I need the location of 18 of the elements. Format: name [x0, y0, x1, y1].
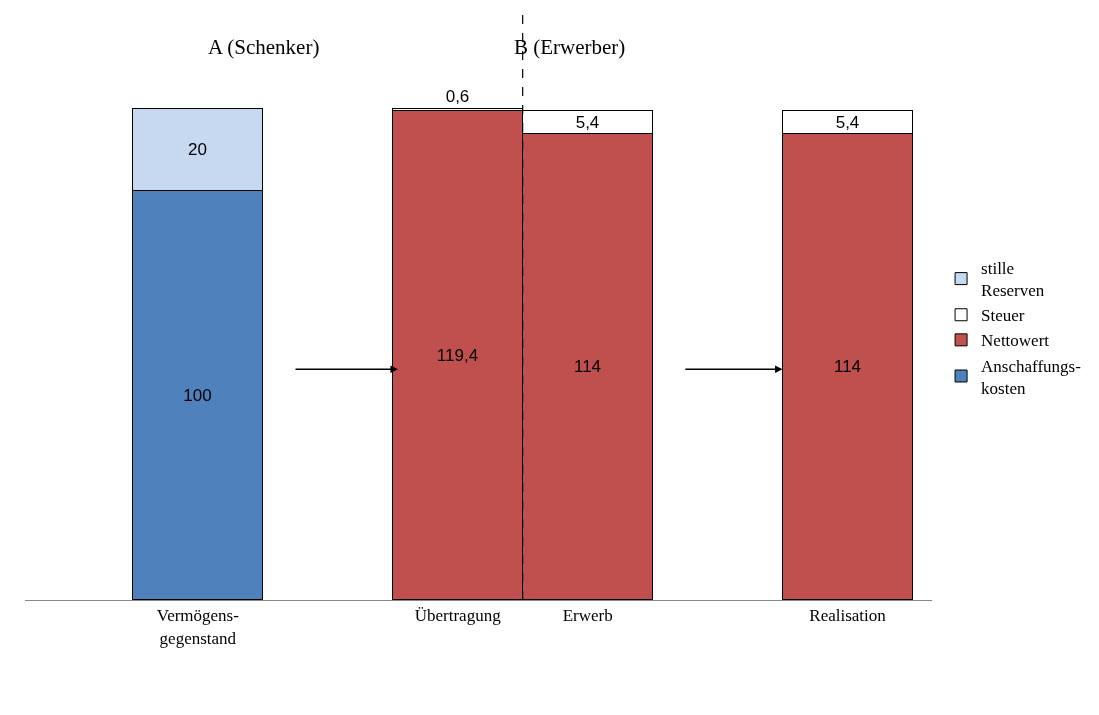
data-label: 20 [188, 140, 207, 159]
legend-label: stille Reserven [981, 259, 1045, 301]
data-label: 5,4 [575, 112, 600, 132]
x-tick-label: Übertragung [414, 606, 502, 626]
data-label: 114 [833, 357, 862, 376]
data-label: 0,6 [445, 86, 470, 106]
data-label: 119,4 [436, 345, 479, 365]
legend-label: Steuer [981, 306, 1025, 326]
data-label: 5,4 [835, 112, 860, 132]
text: A (Schenker) [208, 35, 320, 59]
x-tick-label: Vermögens- gegenstand [156, 606, 240, 648]
data-label: 114 [573, 357, 602, 376]
x-tick-label: Realisation [809, 606, 887, 626]
legend-label: Anschaffungs- kosten [981, 356, 1082, 398]
text: B (Erwerber) [514, 35, 626, 59]
x-tick-label: Erwerb [562, 606, 613, 626]
data-label: 100 [183, 385, 212, 405]
legend-label: Nettowert [981, 331, 1050, 351]
